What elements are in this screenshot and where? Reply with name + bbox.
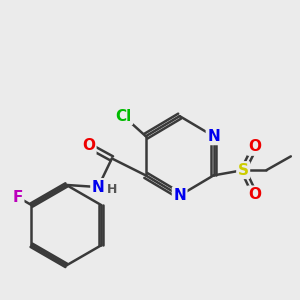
Text: N: N: [92, 180, 104, 195]
Text: S: S: [238, 163, 249, 178]
Text: H: H: [107, 183, 117, 196]
Text: N: N: [207, 129, 220, 144]
Text: F: F: [13, 190, 23, 205]
Text: Cl: Cl: [116, 109, 132, 124]
Text: O: O: [82, 138, 95, 153]
Text: O: O: [248, 187, 261, 202]
Text: O: O: [248, 139, 261, 154]
Text: N: N: [173, 188, 186, 203]
